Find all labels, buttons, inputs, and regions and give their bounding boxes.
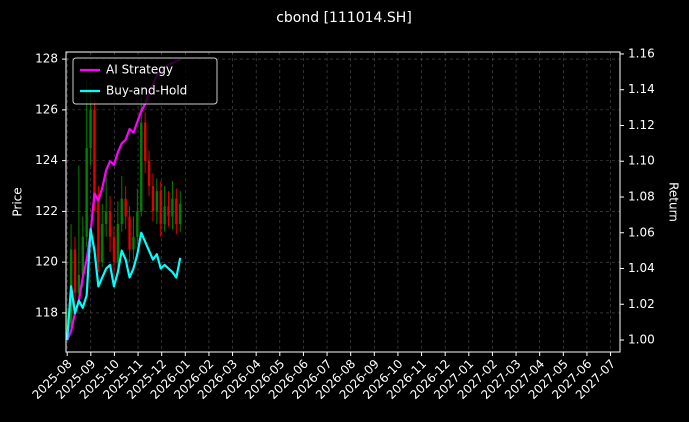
y-axis-label: Price <box>11 187 25 216</box>
y2-tick-label: 1.14 <box>628 82 655 96</box>
y-tick-label: 122 <box>35 204 58 218</box>
candle-body <box>171 198 174 217</box>
candle-body <box>179 203 182 225</box>
legend-label: Buy-and-Hold <box>106 84 187 98</box>
candle-body <box>89 109 92 148</box>
y2-tick-label: 1.00 <box>628 333 655 347</box>
y-tick-label: 126 <box>35 102 58 116</box>
candle-body <box>140 122 143 212</box>
candle-body <box>132 236 135 250</box>
y2-tick-label: 1.06 <box>628 225 655 239</box>
candle-body <box>147 160 151 187</box>
y2-axis-label: Return <box>667 182 681 222</box>
legend-box <box>72 57 218 105</box>
candle-body <box>124 198 127 217</box>
series-line <box>66 228 182 341</box>
y-tick-label: 120 <box>35 255 58 269</box>
y2-tick-label: 1.12 <box>628 118 655 132</box>
y-tick-label: 118 <box>35 305 58 319</box>
candle-body <box>97 198 100 263</box>
y2-tick-label: 1.04 <box>628 261 655 275</box>
candle-body <box>108 211 112 237</box>
candle-body <box>128 216 131 250</box>
candle-body <box>116 224 120 263</box>
candle-body <box>101 224 104 263</box>
y2-tick-label: 1.08 <box>628 189 655 203</box>
candle-body <box>143 122 147 161</box>
candle-body <box>175 198 178 225</box>
candle-body <box>136 211 139 237</box>
candle-body <box>159 191 162 225</box>
chart-title: cbond [111014.SH] <box>276 10 412 26</box>
candle-body <box>73 249 77 293</box>
legend-label: AI Strategy <box>106 63 173 77</box>
candle-body <box>151 186 155 212</box>
y-tick-label: 128 <box>35 52 58 66</box>
candle-body <box>77 274 81 293</box>
plot-frame <box>65 51 621 353</box>
candle-body <box>93 109 96 199</box>
candle-body <box>167 206 170 217</box>
candle-body <box>85 147 88 237</box>
y2-tick-label: 1.02 <box>628 297 655 311</box>
y2-tick-label: 1.10 <box>628 154 655 168</box>
candle-body <box>112 236 116 263</box>
candle-body <box>81 236 84 275</box>
candle-body <box>155 191 159 212</box>
y-tick-label: 124 <box>35 153 58 167</box>
candle-body <box>120 198 123 225</box>
candle-body <box>104 211 108 225</box>
y2-tick-label: 1.16 <box>628 46 655 60</box>
candle-body <box>163 206 166 225</box>
